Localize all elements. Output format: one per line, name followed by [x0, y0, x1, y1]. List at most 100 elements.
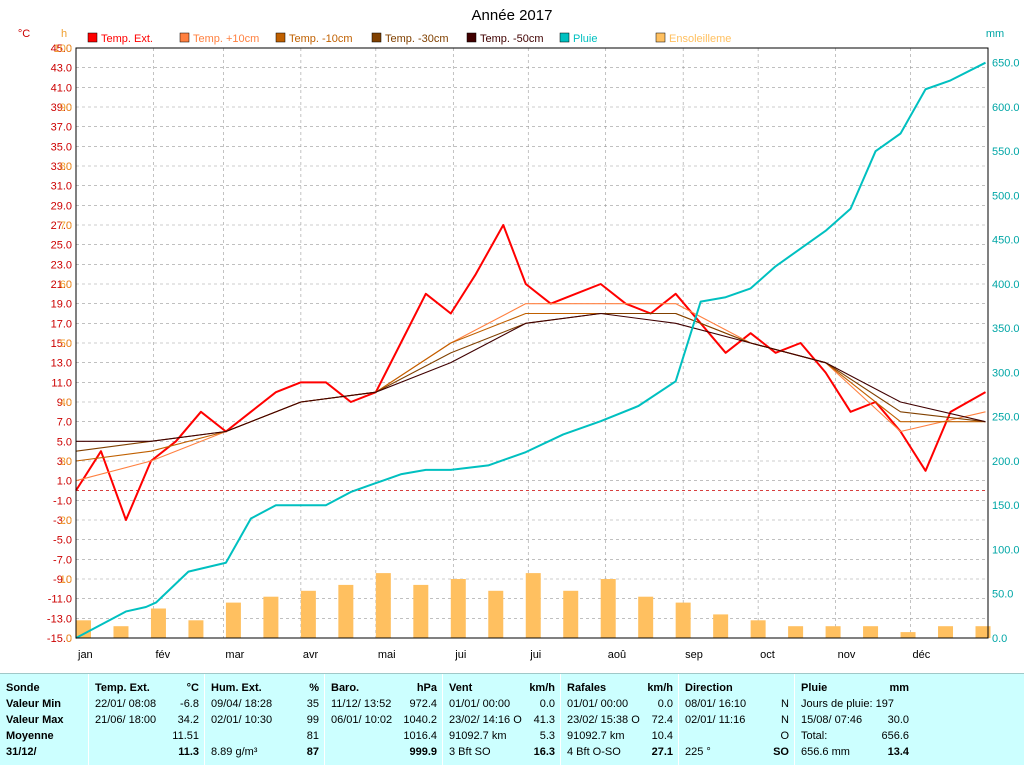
stats-cell: 3 Bft SO	[449, 746, 491, 758]
stats-cell: 01/01/ 00:00	[449, 698, 511, 710]
sun-tick-label: 50	[60, 338, 72, 350]
stats-cell: 23/02/ 14:16 O	[449, 714, 522, 726]
sunshine-bar	[638, 596, 654, 638]
sunshine-bar	[750, 620, 766, 638]
series-line-temp-30cm	[75, 312, 986, 452]
stats-cell: 02/01/ 11:16	[685, 714, 746, 726]
left-tick-label: 35.0	[51, 141, 72, 153]
legend-label: Pluie	[573, 33, 597, 45]
sunshine-bar	[225, 602, 241, 638]
stats-value: 11.3	[178, 746, 199, 758]
stats-value: 656.6	[881, 730, 909, 742]
stats-value: 41.3	[533, 714, 555, 726]
stats-value: 81	[306, 730, 319, 742]
left-tick-label: 3.0	[57, 456, 72, 468]
legend-swatch	[559, 32, 570, 43]
legend-label: Temp. -10cm	[289, 33, 353, 45]
stats-pluie-unit: mm	[889, 682, 909, 694]
stats-cell: 11/12/ 13:52	[331, 698, 392, 710]
stats-hum: Hum. Ext.% 09/04/ 18:28 35 02/01/ 10:30 99…	[204, 674, 325, 765]
stats-cell: 08/01/ 16:10	[685, 698, 747, 710]
stats-value: 972.4	[409, 698, 437, 710]
left-tick-label: 21.0	[51, 279, 72, 291]
stats-cell: 22/01/ 08:08	[95, 698, 157, 710]
right-tick-label: 0.0	[992, 633, 1007, 645]
stats-value: N	[781, 714, 789, 726]
sunshine-bar	[675, 602, 691, 638]
stats-rafales-header: Rafales	[567, 682, 607, 694]
stats-value: 11.51	[172, 730, 199, 742]
left-tick-label: 23.0	[51, 259, 72, 271]
stats-temp: Temp. Ext. °C 22/01/ 08:08 -6.8 21/06/ 18:…	[88, 674, 205, 765]
stats-value: 13.4	[887, 746, 909, 758]
right-tick-label: 450.0	[992, 235, 1020, 247]
right-tick-label: 600.0	[992, 102, 1020, 114]
sun-tick-label: 30	[60, 456, 72, 468]
legend-label: Temp. -30cm	[385, 33, 449, 45]
sunshine-bar	[113, 626, 129, 638]
right-tick-label: 150.0	[992, 500, 1020, 512]
sunshine-bar	[188, 620, 204, 638]
sunshine-bar	[563, 590, 579, 638]
left-tick-label: 43.0	[51, 63, 72, 75]
sunshine-bar	[788, 626, 804, 638]
legend: Temp. Ext. Temp. +10cm Temp. -10cm Temp. -3…	[87, 32, 731, 45]
stats-value: 30.0	[887, 714, 909, 726]
series-line-pluie	[75, 61, 986, 639]
sun-tick-label: 20	[60, 515, 72, 527]
legend-label: Temp. +10cm	[193, 33, 259, 45]
right-tick-label: 300.0	[992, 367, 1020, 379]
legend-swatch	[275, 32, 286, 43]
month-tick-label: oct	[760, 649, 775, 661]
left-tick-label: 33.0	[51, 161, 72, 173]
stats-temp-header: Temp. Ext.	[95, 682, 150, 694]
legend-label: Ensoleilleme	[669, 33, 731, 45]
stats-value: 0.0	[539, 698, 555, 710]
stats-value: 35	[306, 698, 319, 710]
stats-cell: 91092.7 km	[567, 730, 625, 742]
left-tick-label: 19.0	[51, 299, 72, 311]
stats-value: 27.1	[651, 746, 673, 758]
stats-vent: Vent km/h 01/01/ 00:00 0.0 23/02/ 14:16 O 4…	[442, 674, 561, 765]
sunshine-bar	[338, 584, 354, 638]
left-tick-label: -1.0	[53, 495, 72, 507]
stats-value: 10.4	[651, 730, 673, 742]
legend-swatch	[87, 32, 98, 43]
stats-value: SO	[773, 746, 789, 758]
sunshine-bar	[263, 596, 279, 638]
stats-cell: 91092.7 km	[449, 730, 507, 742]
left-tick-label: -9.0	[53, 574, 72, 586]
series-line-temp-10cm	[75, 303, 986, 482]
right-tick-label: 400.0	[992, 279, 1020, 291]
stats-hum-unit: %	[309, 682, 319, 694]
plot-area-frame	[75, 47, 989, 639]
stats-panel: Sonde Valeur Min Valeur Max Moyenne 31/1…	[0, 673, 1024, 765]
chart: Année 2017 °C h mm Temp. Ext. Temp. +10cm…	[18, 7, 1020, 661]
legend-swatch	[371, 32, 382, 43]
left-tick-label: 41.0	[51, 82, 72, 94]
stats-value: -6.8	[180, 698, 199, 710]
sunshine-bars	[76, 573, 991, 638]
right-tick-label: 50.0	[992, 589, 1013, 601]
sunshine-bar	[525, 573, 541, 638]
legend-label: Temp. Ext.	[101, 33, 153, 45]
right-axis-unit: mm	[986, 28, 1004, 40]
stats-sonde: Sonde Valeur Min Valeur Max Moyenne 31/1…	[0, 674, 88, 765]
legend-swatch	[466, 32, 477, 43]
month-tick-label: fév	[155, 649, 170, 661]
stats-cell: 656.6 mm	[801, 746, 850, 758]
stats-vent-header: Vent	[449, 682, 473, 694]
month-tick-label: jui	[529, 649, 541, 661]
stats-cell: 02/01/ 10:30	[211, 714, 273, 726]
left-tick-label: -3.0	[53, 515, 72, 527]
stats-sonde-header: Sonde	[6, 682, 40, 694]
stats-direction: Direction 08/01/ 16:10 N 02/01/ 11:16 N O …	[678, 674, 795, 765]
stats-temp-unit: °C	[186, 682, 199, 694]
stats-value: 16.3	[533, 746, 555, 758]
month-tick-label: jui	[454, 649, 466, 661]
left-tick-label: 5.0	[57, 436, 72, 448]
left-tick-label: 39.0	[51, 102, 72, 114]
stats-value: O	[780, 730, 789, 742]
stats-vent-unit: km/h	[529, 682, 555, 694]
stats-cell: 06/01/ 10:02	[331, 714, 393, 726]
